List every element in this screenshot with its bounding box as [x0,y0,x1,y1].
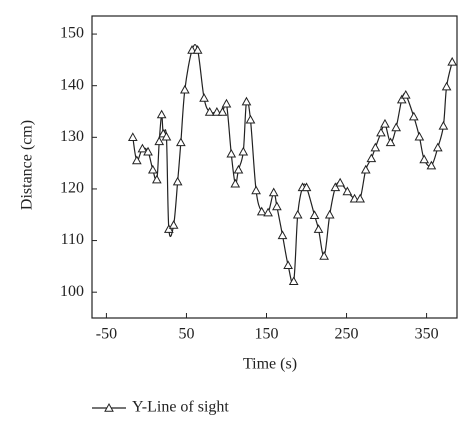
data-point [391,122,402,132]
data-point [385,137,396,147]
data-point [376,127,386,137]
x-tick-label: 350 [415,326,439,343]
data-point [324,209,335,219]
y-tick-label: 140 [60,76,84,93]
data-point [238,146,249,156]
data-point [349,193,360,203]
data-point [370,142,381,152]
data-point [292,209,303,219]
data-point [396,94,407,104]
legend-marker [104,402,114,412]
data-point [309,210,320,219]
data-point [366,153,377,163]
data-point [172,176,183,186]
data-point [263,207,273,217]
data-point [204,106,215,116]
data-point [438,120,449,130]
data-point [221,98,232,108]
data-point [161,131,172,141]
data-point [143,146,153,156]
data-point [241,96,252,106]
data-point [163,224,174,233]
data-point [226,148,237,158]
x-tick-label: 250 [335,326,359,343]
x-tick-label: 50 [178,326,194,343]
data-point [277,230,288,240]
data-point [192,45,203,54]
x-axis-label: Time (s) [243,356,297,373]
x-tick-label: -50 [96,326,117,343]
data-point [360,164,371,174]
data-point [233,164,244,174]
y-tick-label: 110 [61,231,84,248]
series-line [132,43,453,285]
data-point [400,89,411,99]
y-tick-label: 120 [60,180,84,197]
data-point [151,174,162,184]
data-point [131,155,142,165]
y-tick-label: 130 [60,128,84,145]
data-point [251,185,261,195]
data-point [313,224,324,233]
x-tick-label: 150 [254,326,278,343]
data-point [319,251,329,260]
data-point [380,118,390,128]
data-point [230,178,241,188]
data-point [342,186,353,196]
data-point [245,114,256,124]
y-tick-label: 100 [60,283,84,300]
data-point [199,93,209,102]
data-point [217,106,228,116]
data-point [168,220,179,229]
data-point [212,106,222,116]
data-point [301,182,312,192]
data-point [156,109,167,119]
data-point [414,131,425,141]
data-point [432,142,443,152]
data-point [355,193,365,203]
y-axis-label: Distance (cm) [19,120,36,210]
data-point [127,132,138,142]
data-point [447,56,458,66]
data-point [288,276,299,286]
data-point [283,260,293,270]
data-point [335,177,345,187]
data-point [154,136,165,146]
data-point [419,154,430,164]
data-point [180,84,190,94]
plot-frame [91,15,458,319]
legend-label: Y-Line of sight [132,399,229,416]
data-point [256,206,267,216]
data-point [147,164,158,174]
data-point [441,81,452,91]
data-point [426,160,437,170]
data-point [330,182,341,192]
y-tick-label: 150 [60,25,84,42]
data-point [175,137,186,147]
data-point [187,45,197,54]
data-point [137,143,148,153]
data-point [408,111,419,121]
data-point [272,201,282,211]
data-point [268,187,279,197]
